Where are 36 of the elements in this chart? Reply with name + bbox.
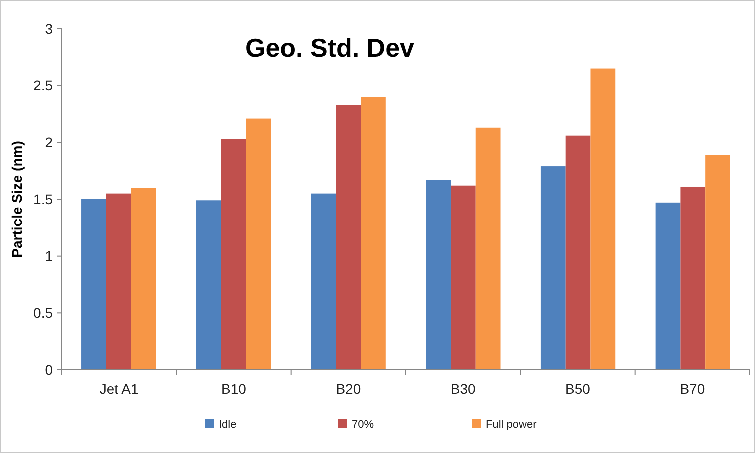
- bar: [566, 136, 591, 370]
- bar: [361, 97, 386, 370]
- y-tick-label: 0: [45, 362, 54, 378]
- bar: [706, 155, 730, 370]
- bar: [426, 180, 451, 370]
- y-tick-label: 0.5: [34, 305, 54, 322]
- x-tick-label: B10: [222, 381, 247, 397]
- y-tick-label: 2: [45, 134, 54, 151]
- legend-label: Full power: [486, 418, 538, 431]
- bar: [221, 139, 246, 370]
- x-tick-label: B70: [680, 381, 706, 397]
- bar: [680, 186, 706, 370]
- x-tick-label: Jet A1: [100, 381, 140, 397]
- bar: [131, 188, 156, 370]
- bar: [450, 186, 476, 370]
- bar: [196, 200, 222, 370]
- bar: [540, 166, 566, 370]
- bar: [106, 194, 132, 370]
- y-axis-title: Particle Size (nm): [9, 141, 25, 258]
- bar: [656, 202, 681, 370]
- bar: [311, 194, 336, 370]
- y-tick-label: 1: [45, 248, 54, 264]
- y-tick-label: 2.5: [34, 78, 54, 94]
- bar: [246, 118, 272, 370]
- legend-label: 70%: [352, 418, 374, 431]
- y-tick-label: 3: [45, 20, 54, 37]
- x-tick-label: B30: [450, 381, 476, 397]
- bar: [336, 105, 362, 370]
- chart-title: Geo. Std. Dev: [245, 33, 416, 63]
- bar: [476, 128, 501, 370]
- bar: [82, 200, 106, 370]
- bar: [590, 68, 616, 370]
- legend-label: Idle: [219, 418, 237, 431]
- x-tick-label: B50: [566, 381, 591, 397]
- x-tick-label: B20: [336, 381, 362, 397]
- y-tick-label: 1.5: [34, 191, 54, 208]
